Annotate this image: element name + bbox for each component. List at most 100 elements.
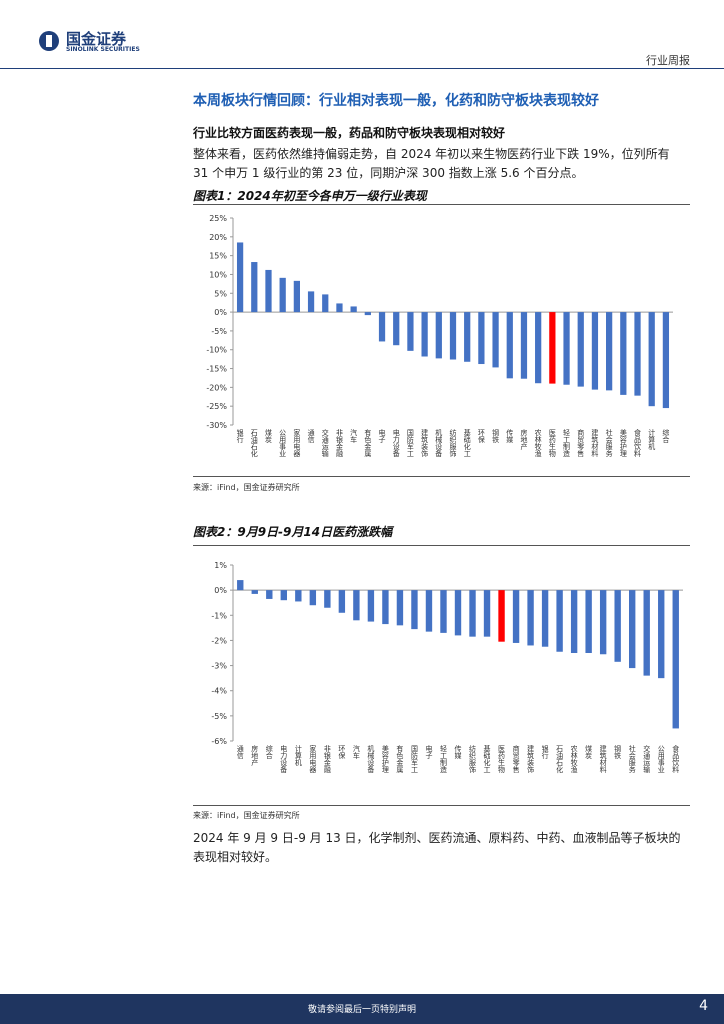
chart: -6% -5% -4% -3% -2% -1% 0% 1% 通信 房地产 综合 电力设备 计算机 家用电器…	[211, 561, 683, 774]
x-tick-label: 煤炭	[264, 428, 272, 444]
x-tick-label: 纺织服饰	[469, 744, 477, 774]
paragraph-line: 表现相对较好。	[193, 850, 278, 864]
bar	[648, 312, 655, 407]
y-tick-label: -15%	[206, 365, 227, 374]
bar	[251, 262, 258, 313]
bar	[591, 312, 599, 390]
x-tick-label: 综合	[662, 428, 670, 444]
x-tick-label: 房地产	[520, 428, 528, 451]
bar	[577, 312, 584, 387]
bar	[353, 590, 360, 621]
x-tick-label: 非银金融	[323, 744, 331, 774]
rule	[193, 545, 690, 546]
x-tick-label: 电子	[378, 428, 386, 443]
bar	[338, 590, 346, 613]
x-tick-label: 房地产	[251, 744, 259, 767]
header-line	[0, 68, 724, 69]
x-tick-label: 机械设备	[435, 428, 443, 458]
x-tick-label: 美容护理	[619, 428, 627, 457]
bar	[643, 590, 650, 676]
x-tick-label: 机械设备	[367, 744, 375, 774]
y-tick-label: -6%	[211, 737, 227, 746]
bar	[293, 280, 300, 313]
bar	[469, 590, 476, 637]
bar	[440, 590, 447, 633]
footer-bar	[0, 994, 724, 1024]
y-tick-label: 10%	[209, 270, 227, 279]
bar	[237, 580, 244, 591]
x-tick-label: 钢铁	[492, 428, 500, 444]
bar	[236, 242, 244, 313]
y-tick-label: 5%	[214, 289, 227, 298]
x-tick-label: 农林牧渔	[570, 744, 578, 774]
chart: -30% -25% -20% -15% -10% -5% 0% 5% 10% 15% 20% 25% 银…	[206, 214, 673, 458]
bar	[492, 312, 499, 368]
bar	[454, 590, 462, 636]
bar	[478, 312, 485, 365]
bar	[506, 312, 513, 379]
y-tick-label: -2%	[211, 636, 227, 645]
y-tick-label: -3%	[211, 662, 227, 671]
x-tick-label: 电力设备	[280, 744, 288, 774]
x-tick-label: 汽车	[350, 428, 358, 444]
y-tick-label: 0%	[214, 586, 227, 595]
x-tick-label: 社会服务	[628, 744, 636, 774]
x-tick-label: 传媒	[506, 428, 514, 444]
bar	[350, 306, 357, 313]
paragraph-line: 2024 年 9 月 9 日-9 月 13 日，化学制剂、医药流通、原料药、中药…	[193, 831, 681, 845]
chart-title: 图表1：2024年初至今各申万一级行业表现	[193, 189, 427, 203]
x-tick-label: 美容护理	[381, 744, 389, 773]
bar	[449, 312, 457, 360]
x-tick-label: 计算机	[648, 428, 656, 451]
x-tick-label: 石油石化	[556, 745, 564, 774]
bar	[367, 590, 375, 622]
x-tick-label: 传媒	[454, 744, 462, 760]
rule	[193, 204, 690, 205]
x-tick-label: 环保	[338, 745, 346, 760]
x-tick-label: 社会服务	[605, 428, 613, 458]
x-tick-label: 有色金属	[364, 428, 372, 458]
bar	[421, 312, 428, 357]
bar	[382, 590, 389, 625]
x-tick-label: 家用电器	[293, 428, 301, 458]
bar	[541, 590, 549, 647]
bar	[634, 312, 641, 396]
x-tick-label: 轻工制造	[563, 428, 571, 458]
y-tick-label: 1%	[214, 561, 227, 570]
x-tick-label: 轻工制造	[439, 744, 447, 774]
rule	[193, 476, 690, 477]
bar	[324, 590, 331, 608]
x-tick-label: 电子	[425, 744, 433, 759]
logo-icon	[39, 31, 59, 51]
x-tick-label: 交通运输	[643, 744, 651, 774]
x-tick-label: 基础化工	[463, 428, 471, 457]
bar	[585, 590, 592, 653]
bar	[411, 590, 418, 630]
x-tick-label: 纺织服饰	[449, 428, 457, 458]
x-tick-label: 非银金融	[335, 428, 343, 458]
x-tick-label: 建筑材料	[591, 428, 599, 458]
rule	[193, 805, 690, 806]
bar	[549, 312, 556, 384]
bar	[483, 590, 491, 637]
y-tick-label: -4%	[211, 687, 227, 696]
footer-notice: 敬请参阅最后一页特别声明	[307, 1005, 416, 1015]
bar	[396, 590, 404, 626]
bar	[336, 303, 343, 313]
x-tick-label: 商贸零售	[577, 428, 585, 458]
paragraph-line: 31 个申万 1 级行业的第 23 位，同期沪深 300 指数上涨 5.6 个百…	[193, 166, 584, 180]
x-tick-label: 煤炭	[585, 744, 593, 760]
y-tick-label: -5%	[211, 327, 227, 336]
chart-title: 图表2：9月9日-9月14日医药涨跌幅	[193, 525, 393, 539]
x-tick-label: 银行	[236, 428, 244, 444]
x-tick-label: 食品饮料	[672, 744, 680, 774]
bar	[570, 590, 578, 653]
report-type: 行业周报	[646, 54, 690, 67]
x-tick-label: 基础化工	[483, 744, 491, 773]
x-tick-label: 通信	[307, 428, 315, 444]
bar	[266, 590, 273, 599]
x-tick-label: 国防军工	[406, 429, 414, 457]
source: 来源：iFind，国金证券研究所	[193, 811, 300, 820]
bar	[599, 590, 607, 655]
section-title: 本周板块行情回顾：行业相对表现一般，化药和防守板块表现较好	[193, 93, 599, 109]
